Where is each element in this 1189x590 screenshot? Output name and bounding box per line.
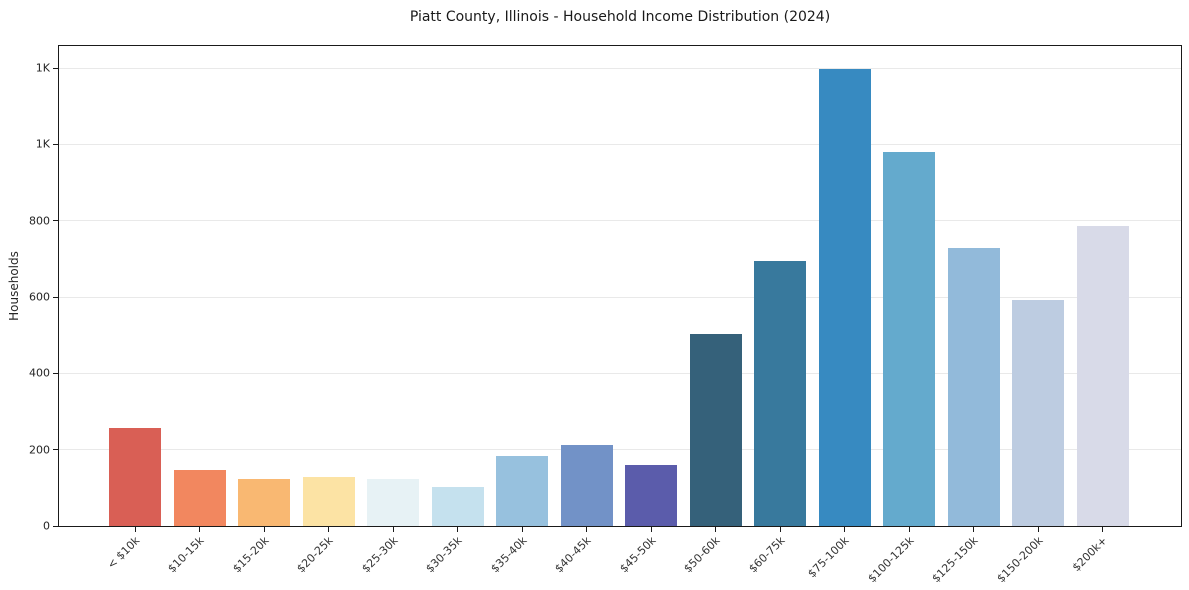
x-tick (973, 527, 975, 532)
x-tick-label: $200k+ (1069, 534, 1110, 575)
y-tick (53, 449, 58, 451)
x-tick-label: $150-200k (994, 534, 1046, 586)
x-tick-label: $100-125k (865, 534, 917, 586)
x-tick-label: $10-15k (165, 534, 207, 576)
y-tick-label: 0 (43, 519, 50, 533)
x-tick-label: $40-45k (552, 534, 594, 576)
x-tick (199, 527, 201, 532)
bar (883, 152, 936, 526)
y-tick (53, 220, 58, 222)
bar (173, 470, 226, 526)
bar (689, 334, 742, 526)
x-tick-label: $45-50k (617, 534, 659, 576)
gridline (59, 67, 1181, 69)
y-tick-label: 800 (29, 214, 50, 228)
x-tick (521, 527, 523, 532)
x-tick (586, 527, 588, 532)
x-tick-label: < $10k (104, 534, 143, 572)
y-tick-label: 1K (35, 137, 50, 151)
bar (1012, 300, 1065, 526)
y-tick (53, 525, 58, 527)
x-tick-label: $125-150k (929, 534, 981, 586)
gridline (59, 296, 1181, 298)
x-tick (715, 527, 717, 532)
bar (109, 428, 162, 526)
x-tick-label: $35-40k (488, 534, 530, 576)
bar (560, 445, 613, 526)
x-tick (263, 527, 265, 532)
y-axis-label: Households (7, 251, 21, 321)
bar (818, 69, 871, 526)
y-tick (53, 372, 58, 374)
x-tick (457, 527, 459, 532)
bar (431, 487, 484, 526)
x-tick (1037, 527, 1039, 532)
bar (754, 261, 807, 526)
plot-area: 0 200 400 600 800 1K 1K < $10k $10-15k $15-20k $20… (29, 45, 1182, 585)
x-tick-label: $50-60k (681, 534, 723, 576)
x-tick (844, 527, 846, 532)
y-tick-label: 200 (29, 443, 50, 457)
x-tick (779, 527, 781, 532)
bar (367, 479, 420, 526)
x-tick-label: $15-20k (230, 534, 272, 576)
gridline (59, 220, 1181, 222)
bar (496, 456, 549, 526)
x-tick (328, 527, 330, 532)
bar (625, 465, 678, 526)
x-tick-label: $75-100k (805, 534, 852, 581)
y-tick-label: 1K (35, 61, 50, 75)
bar (1076, 226, 1129, 526)
gridline (59, 449, 1181, 451)
y-tick (53, 296, 58, 298)
y-tick (53, 143, 58, 145)
y-tick (53, 67, 58, 69)
chart-title: Piatt County, Illinois - Household Incom… (409, 9, 831, 25)
y-tick-label: 400 (29, 366, 50, 380)
y-tick-label: 600 (29, 290, 50, 304)
x-tick-label: $20-25k (294, 534, 336, 576)
x-tick (134, 527, 136, 532)
bar (947, 248, 1000, 526)
bar (238, 479, 291, 526)
bar (302, 477, 355, 526)
gridline (59, 372, 1181, 374)
x-tick-label: $60-75k (746, 534, 788, 576)
x-tick-label: $25-30k (359, 534, 401, 576)
x-tick (1102, 527, 1104, 532)
x-tick (650, 527, 652, 532)
gridline (59, 143, 1181, 145)
x-tick (908, 527, 910, 532)
x-tick (392, 527, 394, 532)
x-tick-label: $30-35k (423, 534, 465, 576)
